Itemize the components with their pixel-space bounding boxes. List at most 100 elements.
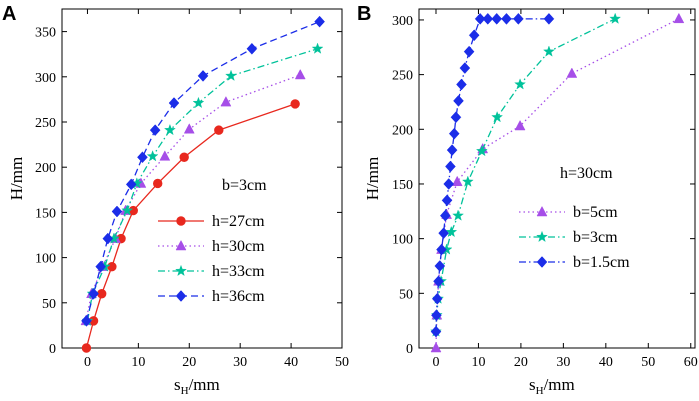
panel-a-legend-label-4: h=36cm <box>212 288 265 305</box>
panel-b-series-3-point <box>434 260 446 272</box>
panel-b-series-2-point <box>461 175 474 187</box>
panel-b-x-axis-title-sub: H <box>536 385 544 397</box>
panel-a-series-4-point <box>137 151 148 164</box>
panel-b-series-1-point <box>451 175 463 187</box>
panel-a-legend-marker-1 <box>176 216 186 226</box>
panel-a-series-4-point <box>95 260 107 273</box>
panel-b-x-tick-label: 0 <box>432 355 439 370</box>
panel-a-y-tick-label: 50 <box>42 297 56 312</box>
panel-a-x-axis-title-unit: /mm <box>189 375 220 394</box>
panel-a-series-4-point <box>246 42 258 55</box>
panel-b-legend-label-2: b=3cm <box>573 229 618 246</box>
panel-a-series-4-point <box>197 70 209 82</box>
panel-a-legend-label-1: h=27cm <box>212 213 265 230</box>
panel-a-series-2-point <box>159 150 171 161</box>
panel-a-y-tick-label: 150 <box>35 206 56 221</box>
panel-a-series-3-point <box>146 150 159 162</box>
panel-b-x-tick-label: 40 <box>599 355 613 370</box>
panel-b-series-3-point <box>474 12 486 25</box>
panel-b-series-3-point <box>438 227 449 240</box>
panel-a-series-2-line <box>85 74 301 322</box>
panel-b-x-tick-label: 30 <box>556 355 570 370</box>
panel-b-series-3-point <box>448 127 460 140</box>
panel-b-legend-label-3: b=1.5cm <box>573 254 630 271</box>
panel-b-series-2-point <box>445 225 458 238</box>
panel-a-legend-label-2: h=30cm <box>212 238 265 255</box>
panel-a-series-2-point <box>183 123 195 134</box>
panel-a-x-tick-label: 50 <box>335 355 349 370</box>
panel-b-series-3-point <box>491 12 503 25</box>
panel-b-x-tick-label: 10 <box>471 355 485 370</box>
panel-b-series-3-line <box>435 18 549 332</box>
panel-a-x-axis-title-sub: H <box>181 385 189 397</box>
panel-a-y-tick-label: 200 <box>35 161 56 176</box>
panel-b-annotation: h=30cm <box>560 165 613 182</box>
panel-a-series-3-point <box>225 69 237 81</box>
panel-b-series-3-point <box>456 78 467 91</box>
panel-b-y-axis-title: H/mm <box>363 157 382 200</box>
panel-a-legend-marker-2 <box>175 239 187 251</box>
panel-b-series-3-point <box>446 144 458 156</box>
panel-b-series-3-point <box>482 12 494 25</box>
panel-a-x-tick-label: 20 <box>182 355 196 370</box>
panel-b-series-1-point <box>673 12 685 24</box>
panel-b-series-3-point <box>443 178 455 190</box>
panel-b-series-2-point <box>543 45 555 57</box>
panel-b-y-tick-label: 50 <box>399 287 413 302</box>
panel-b-y-tick-label: 250 <box>392 69 413 84</box>
panel-b-series-3-point <box>543 12 555 25</box>
panel-b-series-3-point <box>439 209 451 222</box>
panel-a-series-1-point <box>290 99 300 109</box>
panel-a-series-3 <box>81 42 324 326</box>
panel-a-series-4-point <box>149 124 161 137</box>
panel-b-series-3-point <box>459 62 471 74</box>
panel-a-y-axis-title: H/mm <box>7 157 26 200</box>
panel-a-series-3-point <box>311 42 324 54</box>
panel-b-series-2-point <box>609 12 622 24</box>
panel-a-plot-frame <box>61 8 343 349</box>
panel-b-legend: b=5cm b=3cm b=1.5cm <box>519 204 630 271</box>
panel-a-series-1-point <box>179 152 189 162</box>
panel-a-y-tick-label: 350 <box>35 26 56 41</box>
panel-a-legend-label-3: h=33cm <box>212 263 265 280</box>
panel-a-series-3-point <box>121 204 134 216</box>
panel-b-series-3-point <box>441 194 453 207</box>
panel-b-legend-marker-3 <box>536 256 548 268</box>
panel-a-series-3-point <box>164 123 176 136</box>
panel-a-series-1-point <box>81 343 92 353</box>
panel-b-letter: B <box>357 3 371 25</box>
panel-a-series-1-point <box>107 261 117 272</box>
panel-a-x-tick-label: 10 <box>131 355 145 370</box>
panel-b-series-1-point <box>430 341 442 353</box>
panel-a-series-2-point <box>220 96 232 107</box>
panel-b-series-2-point <box>452 209 464 221</box>
panel-a-y-tick-label: 100 <box>35 252 56 267</box>
panel-b-legend-marker-2 <box>536 230 548 243</box>
panel-a-letter: A <box>2 3 16 25</box>
panel-b-series-3-point <box>431 309 442 322</box>
panel-a-series-4-point <box>125 178 137 191</box>
panel-b-x-tick-label: 60 <box>684 355 698 370</box>
panel-b-series-2-point <box>514 78 526 90</box>
panel-b-series-1-line <box>435 18 680 349</box>
panel-b-series-3-point <box>436 243 447 256</box>
panel-a-series-4-line <box>85 21 320 322</box>
panel-a-series-1-point <box>214 125 224 135</box>
panel-b-legend-marker-1 <box>536 205 548 217</box>
panel-b-series-2-point <box>491 111 504 123</box>
panel-a-series-1-line <box>85 103 296 349</box>
panel-a-series-3-point <box>192 96 205 109</box>
panel-b-y-tick-label: 150 <box>392 178 413 193</box>
panel-a-series-4-point <box>111 205 123 218</box>
panel-b-series-2-point <box>475 144 488 157</box>
panel-b-series-3-point <box>450 111 462 124</box>
panel-a-legend: h=27cm h=30cm h=33cm h=36cm <box>158 213 265 305</box>
panel-b-x-tick-label: 50 <box>641 355 655 370</box>
panel-b-y-tick-label: 100 <box>392 233 413 248</box>
panel-b-series-3-point <box>501 12 512 25</box>
panel-a-series-2 <box>80 68 306 326</box>
panel-a-series-1 <box>81 99 300 353</box>
panel-b-x-axis-title-main: s <box>529 375 536 394</box>
